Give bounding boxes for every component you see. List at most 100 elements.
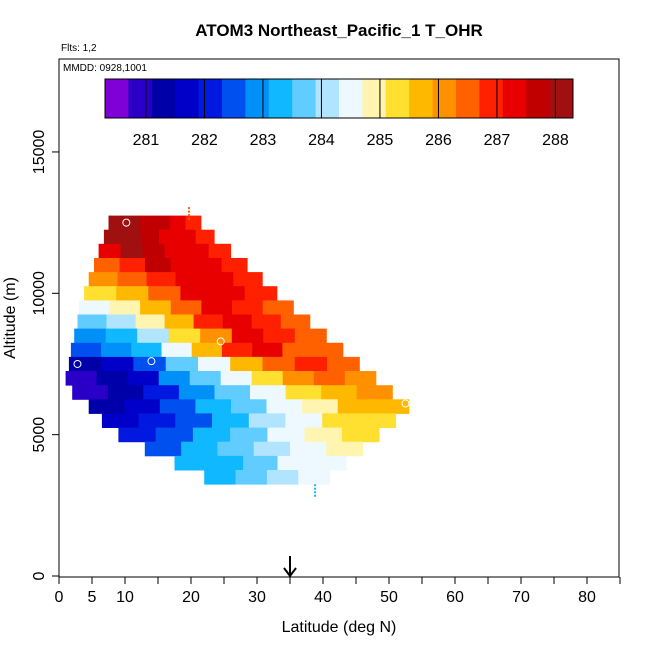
heatmap-cell xyxy=(201,300,233,315)
heatmap-cell xyxy=(195,399,232,414)
heatmap-cell xyxy=(139,215,156,231)
heatmap-cell xyxy=(165,356,199,372)
heatmap-cell xyxy=(311,455,347,471)
heatmap-cell xyxy=(196,258,223,273)
heatmap-cell xyxy=(101,413,140,428)
colorbar-swatch xyxy=(456,79,480,118)
flights-note: Flts: 1,2 xyxy=(61,43,97,54)
x-axis-label: Latitude (deg N) xyxy=(282,619,397,636)
chart-title: ATOM3 Northeast_Pacific_1 T_OHR xyxy=(195,21,483,40)
heatmap-cell xyxy=(101,356,134,372)
heatmap-cell xyxy=(120,243,144,259)
heatmap-cell xyxy=(74,328,107,344)
heatmap-cell xyxy=(140,229,160,245)
heatmap-cell xyxy=(231,399,268,414)
colorbar-swatch xyxy=(409,79,434,118)
heatmap-cell xyxy=(123,215,140,231)
heatmap-cell xyxy=(195,229,215,245)
date-note: MMDD: 0928,1001 xyxy=(63,63,147,74)
heatmap-cell xyxy=(135,314,166,330)
heatmap-cell xyxy=(78,300,110,315)
colorbar-tick-label: 287 xyxy=(484,132,511,149)
heatmap-cell xyxy=(322,413,360,428)
colorbar-frame xyxy=(104,78,574,119)
sample-marker xyxy=(122,218,131,227)
marker-head xyxy=(283,567,297,578)
heatmap-cell xyxy=(252,342,283,358)
heatmap-cell xyxy=(251,371,284,386)
heatmap-cell xyxy=(178,385,215,400)
heatmap-cell xyxy=(198,356,231,372)
heatmap-cell xyxy=(174,455,210,471)
heatmap-cell xyxy=(170,215,186,231)
y-axis-ticks: 0 5000 10000 15000 xyxy=(31,130,59,580)
heatmap-cell xyxy=(119,258,146,273)
heatmap-cell xyxy=(250,385,287,400)
heatmap-cell xyxy=(253,441,291,457)
sample-marker xyxy=(73,359,82,368)
heatmap-cell xyxy=(230,427,268,443)
heatmap-cell xyxy=(108,215,125,231)
heatmap-cell xyxy=(282,371,315,386)
x-tick-label: 5 xyxy=(88,589,97,606)
heatmap-cell xyxy=(200,328,233,344)
heatmap-cell xyxy=(192,427,231,443)
colorbar-swatch xyxy=(339,79,363,118)
heatmap-cell xyxy=(356,385,393,400)
colorbar-tick-label: 288 xyxy=(542,132,569,149)
colorbar-swatch xyxy=(479,79,504,118)
colorbar-swatch xyxy=(315,79,340,118)
heatmap-cell xyxy=(117,272,147,287)
colorbar-swatch xyxy=(292,79,317,118)
heatmap-cell xyxy=(159,399,196,414)
heatmap-cell xyxy=(337,399,374,414)
heatmap-cell xyxy=(344,371,377,386)
heatmap-cell xyxy=(193,314,224,330)
heatmap-cell xyxy=(185,215,202,231)
heatmap-cell xyxy=(302,399,339,414)
heatmap-cell xyxy=(204,470,236,485)
heatmap-cell xyxy=(138,413,176,428)
heatmap-cell xyxy=(230,356,263,372)
x-tick-label: 10 xyxy=(116,589,134,606)
colorbar-swatch xyxy=(385,79,410,118)
heatmap-cell xyxy=(204,272,234,287)
heatmap-cell xyxy=(65,371,98,386)
sample-marker xyxy=(401,399,410,408)
heatmap-cell xyxy=(106,314,136,330)
heatmap-cell xyxy=(175,413,213,428)
x-tick-label: 80 xyxy=(578,589,596,606)
heatmap-cell xyxy=(84,286,117,301)
heatmap-cell xyxy=(327,356,360,372)
heatmap-cell xyxy=(221,342,253,358)
x-tick-label: 20 xyxy=(182,589,200,606)
heatmap-cell xyxy=(212,413,250,428)
heatmap-cell xyxy=(248,413,286,428)
heatmap-cell xyxy=(88,272,119,287)
heatmap-cell xyxy=(177,229,197,245)
y-tick-label: 0 xyxy=(31,571,48,580)
heatmap-cell xyxy=(109,300,141,315)
heatmap-cell xyxy=(170,258,197,273)
heatmap-cell xyxy=(326,441,364,457)
heatmap-cell xyxy=(103,229,123,245)
heatmap-cell xyxy=(124,399,161,414)
heatmap-cell xyxy=(251,314,282,330)
heatmap-cell xyxy=(285,385,322,400)
heatmap-cell xyxy=(263,328,296,344)
y-tick-label: 5000 xyxy=(31,417,48,453)
heatmap-cell xyxy=(72,385,109,400)
colorbar-swatch xyxy=(151,79,176,118)
heatmap-cell xyxy=(96,371,129,386)
heatmap-cell xyxy=(94,258,120,273)
heatmap-cell xyxy=(88,399,125,414)
heatmap-cell xyxy=(140,300,172,315)
y-tick-label: 15000 xyxy=(31,130,48,175)
heatmap-cell xyxy=(304,427,343,443)
heatmap-cell xyxy=(189,371,222,386)
heatmap-cell xyxy=(164,314,195,330)
heatmap-cell xyxy=(298,470,331,485)
colorbar-swatch xyxy=(268,79,293,118)
heatmap-cell xyxy=(262,356,296,372)
